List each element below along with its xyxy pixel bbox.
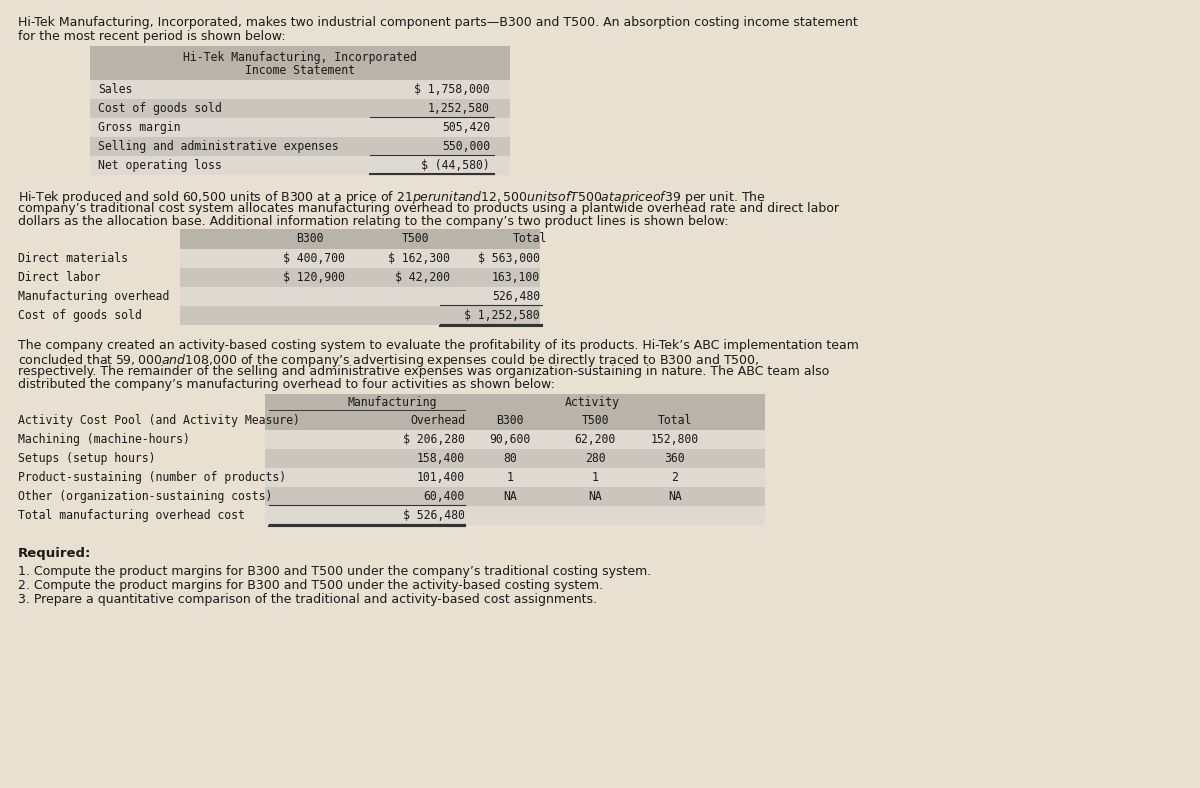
Text: 3. Prepare a quantitative comparison of the traditional and activity-based cost : 3. Prepare a quantitative comparison of … — [18, 593, 598, 606]
Text: 62,200: 62,200 — [575, 433, 616, 446]
Text: 526,480: 526,480 — [492, 290, 540, 303]
Text: Other (organization-sustaining costs): Other (organization-sustaining costs) — [18, 490, 272, 503]
Text: Gross margin: Gross margin — [98, 121, 180, 134]
Text: T500: T500 — [581, 414, 608, 427]
Text: Hi-Tek Manufacturing, Incorporated: Hi-Tek Manufacturing, Incorporated — [184, 51, 416, 64]
Bar — [90, 99, 510, 118]
Text: 1: 1 — [592, 471, 599, 484]
Text: concluded that $59,000 and $108,000 of the company’s advertising expenses could : concluded that $59,000 and $108,000 of t… — [18, 352, 760, 369]
Text: respectively. The remainder of the selling and administrative expenses was organ: respectively. The remainder of the selli… — [18, 365, 829, 378]
Text: 90,600: 90,600 — [490, 433, 530, 446]
Text: 1,252,580: 1,252,580 — [428, 102, 490, 115]
Text: Selling and administrative expenses: Selling and administrative expenses — [98, 140, 338, 153]
Text: $ 1,758,000: $ 1,758,000 — [414, 83, 490, 96]
Text: 80: 80 — [503, 452, 517, 465]
Text: Total: Total — [512, 232, 547, 245]
Text: Income Statement: Income Statement — [245, 64, 355, 77]
Text: The company created an activity-based costing system to evaluate the profitabili: The company created an activity-based co… — [18, 339, 859, 352]
Text: B300: B300 — [296, 232, 324, 245]
Text: NA: NA — [668, 490, 682, 503]
Text: Net operating loss: Net operating loss — [98, 159, 222, 172]
Text: Activity Cost Pool (and Activity Measure): Activity Cost Pool (and Activity Measure… — [18, 414, 300, 427]
Text: NA: NA — [588, 490, 602, 503]
Text: 505,420: 505,420 — [442, 121, 490, 134]
Text: Hi-Tek Manufacturing, Incorporated, makes two industrial component parts—B300 an: Hi-Tek Manufacturing, Incorporated, make… — [18, 16, 858, 29]
Text: Manufacturing: Manufacturing — [348, 396, 437, 409]
Text: $ 42,200: $ 42,200 — [395, 271, 450, 284]
Bar — [90, 137, 510, 156]
Bar — [265, 449, 766, 468]
Text: Setups (setup hours): Setups (setup hours) — [18, 452, 156, 465]
Text: Cost of goods sold: Cost of goods sold — [98, 102, 222, 115]
Text: 1. Compute the product margins for B300 and T500 under the company’s traditional: 1. Compute the product margins for B300 … — [18, 565, 652, 578]
Text: $ 400,700: $ 400,700 — [283, 252, 346, 265]
Text: Direct materials: Direct materials — [18, 252, 128, 265]
Bar — [265, 468, 766, 487]
Bar — [265, 487, 766, 506]
Text: 101,400: 101,400 — [416, 471, 466, 484]
Bar — [90, 80, 510, 99]
Bar — [265, 430, 766, 449]
Bar — [90, 46, 510, 80]
Text: $ (44,580): $ (44,580) — [421, 159, 490, 172]
Text: Hi-Tek produced and sold 60,500 units of B300 at a price of $21 per unit and 12,: Hi-Tek produced and sold 60,500 units of… — [18, 189, 766, 206]
Text: 1: 1 — [506, 471, 514, 484]
Bar — [265, 506, 766, 525]
Text: 280: 280 — [584, 452, 605, 465]
Text: Manufacturing overhead: Manufacturing overhead — [18, 290, 169, 303]
Text: $ 206,280: $ 206,280 — [403, 433, 466, 446]
Text: T500: T500 — [401, 232, 428, 245]
Bar — [265, 394, 766, 430]
Text: 163,100: 163,100 — [492, 271, 540, 284]
Text: dollars as the allocation base. Additional information relating to the company’s: dollars as the allocation base. Addition… — [18, 215, 728, 228]
Text: $ 1,252,580: $ 1,252,580 — [464, 309, 540, 322]
Text: Activity: Activity — [565, 396, 620, 409]
Text: 152,800: 152,800 — [650, 433, 700, 446]
Text: $ 563,000: $ 563,000 — [478, 252, 540, 265]
Text: NA: NA — [503, 490, 517, 503]
Text: Product-sustaining (number of products): Product-sustaining (number of products) — [18, 471, 286, 484]
Text: 60,400: 60,400 — [424, 490, 466, 503]
Bar — [180, 287, 540, 306]
Text: $ 120,900: $ 120,900 — [283, 271, 346, 284]
Text: Required:: Required: — [18, 547, 91, 560]
Bar — [180, 229, 540, 249]
Text: 2. Compute the product margins for B300 and T500 under the activity-based costin: 2. Compute the product margins for B300 … — [18, 579, 604, 592]
Text: $ 526,480: $ 526,480 — [403, 509, 466, 522]
Text: distributed the company’s manufacturing overhead to four activities as shown bel: distributed the company’s manufacturing … — [18, 378, 554, 391]
Text: 2: 2 — [672, 471, 678, 484]
Text: 158,400: 158,400 — [416, 452, 466, 465]
Text: Direct labor: Direct labor — [18, 271, 101, 284]
Text: Sales: Sales — [98, 83, 132, 96]
Text: Machining (machine-hours): Machining (machine-hours) — [18, 433, 190, 446]
Bar — [90, 118, 510, 137]
Text: company’s traditional cost system allocates manufacturing overhead to products u: company’s traditional cost system alloca… — [18, 202, 839, 215]
Bar — [180, 268, 540, 287]
Text: 360: 360 — [665, 452, 685, 465]
Bar — [90, 156, 510, 175]
Text: 550,000: 550,000 — [442, 140, 490, 153]
Text: $ 162,300: $ 162,300 — [388, 252, 450, 265]
Text: Total: Total — [658, 414, 692, 427]
Bar — [180, 306, 540, 325]
Text: Total manufacturing overhead cost: Total manufacturing overhead cost — [18, 509, 245, 522]
Text: Overhead: Overhead — [410, 414, 466, 427]
Bar — [180, 249, 540, 268]
Text: Cost of goods sold: Cost of goods sold — [18, 309, 142, 322]
Text: B300: B300 — [497, 414, 523, 427]
Text: for the most recent period is shown below:: for the most recent period is shown belo… — [18, 30, 286, 43]
